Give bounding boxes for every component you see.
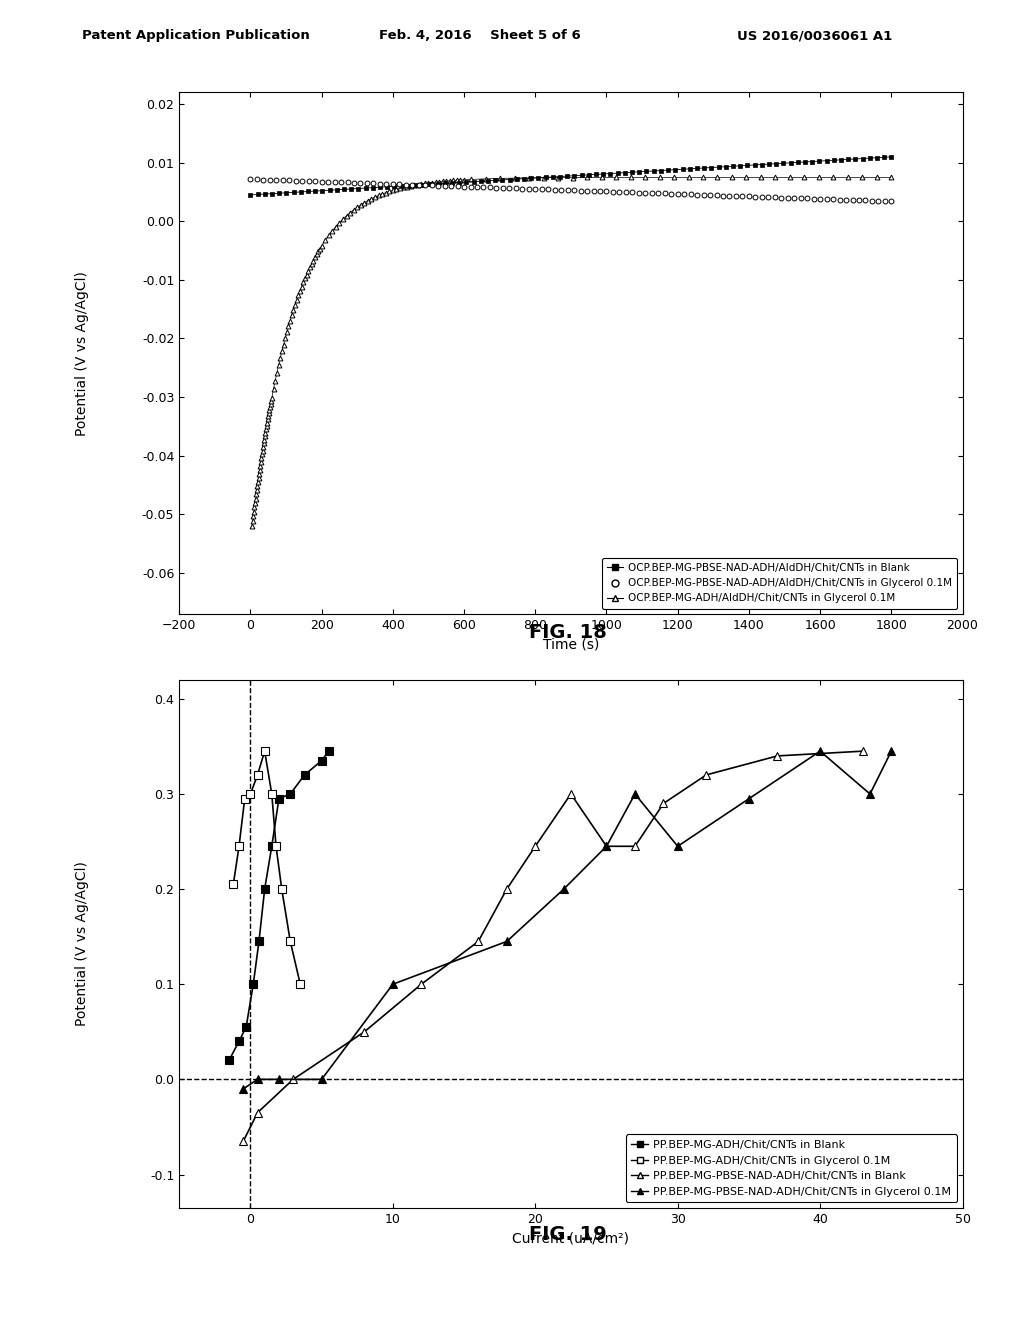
Text: FIG. 19: FIG. 19 — [529, 1225, 607, 1243]
X-axis label: Time (s): Time (s) — [543, 638, 599, 651]
Text: US 2016/0036061 A1: US 2016/0036061 A1 — [737, 29, 893, 42]
X-axis label: Current (uA/cm²): Current (uA/cm²) — [512, 1232, 630, 1245]
Text: Patent Application Publication: Patent Application Publication — [82, 29, 309, 42]
Y-axis label: Potential (V vs Ag/AgCl): Potential (V vs Ag/AgCl) — [75, 271, 89, 436]
Text: Feb. 4, 2016    Sheet 5 of 6: Feb. 4, 2016 Sheet 5 of 6 — [379, 29, 581, 42]
Y-axis label: Potential (V vs Ag/AgCl): Potential (V vs Ag/AgCl) — [75, 862, 89, 1026]
Text: FIG. 18: FIG. 18 — [529, 623, 607, 642]
Legend: PP.BEP-MG-ADH/Chit/CNTs in Blank, PP.BEP-MG-ADH/Chit/CNTs in Glycerol 0.1M, PP.B: PP.BEP-MG-ADH/Chit/CNTs in Blank, PP.BEP… — [626, 1134, 957, 1203]
Legend: OCP.BEP-MG-PBSE-NAD-ADH/AldDH/Chit/CNTs in Blank, OCP.BEP-MG-PBSE-NAD-ADH/AldDH/: OCP.BEP-MG-PBSE-NAD-ADH/AldDH/Chit/CNTs … — [602, 558, 957, 609]
